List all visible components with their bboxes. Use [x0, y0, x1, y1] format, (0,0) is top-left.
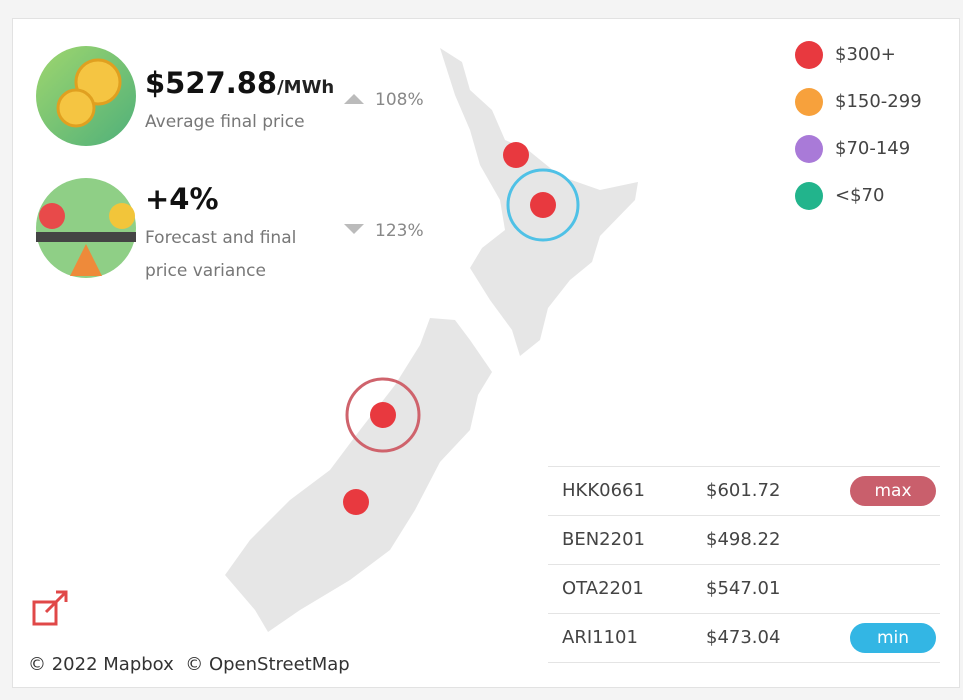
legend-label: $150-299 — [835, 91, 922, 112]
legend-dot — [795, 182, 823, 210]
legend-item: $150-299 — [795, 87, 922, 117]
scale-icon — [109, 203, 135, 229]
marker-ring — [345, 377, 421, 453]
attribution-mapbox[interactable]: © 2022 Mapbox — [28, 654, 174, 675]
legend-label: <$70 — [835, 185, 885, 206]
kpi-change: 108% — [375, 90, 424, 110]
node-name: HKK0661 — [562, 480, 645, 501]
node-name: BEN2201 — [562, 529, 645, 550]
node-price: $601.72 — [706, 480, 781, 501]
kpi-unit: /MWh — [277, 77, 335, 98]
kpi-value: $527.88/MWh — [145, 66, 334, 100]
down-arrow — [344, 224, 364, 234]
external-link-icon[interactable] — [32, 590, 68, 626]
legend-dot — [795, 41, 823, 69]
legend-label: $300+ — [835, 44, 896, 65]
scale-icon — [70, 244, 102, 276]
scale-icon — [36, 232, 136, 242]
node-name: ARI1101 — [562, 627, 638, 648]
badge: max — [850, 476, 936, 506]
attribution: © 2022 Mapbox © OpenStreetMap — [24, 652, 354, 677]
kpi-label: price variance — [145, 261, 266, 281]
legend-item: $70-149 — [795, 134, 910, 164]
kpi-value: +4% — [145, 182, 219, 216]
marker[interactable] — [370, 402, 396, 428]
marker-ring — [506, 168, 580, 242]
legend-item: $300+ — [795, 40, 896, 70]
node-price: $498.22 — [706, 529, 781, 550]
node-price: $547.01 — [706, 578, 781, 599]
legend-dot — [795, 135, 823, 163]
up-arrow — [344, 94, 364, 104]
attribution-osm[interactable]: © OpenStreetMap — [185, 654, 350, 675]
node-price: $473.04 — [706, 627, 781, 648]
marker[interactable] — [503, 142, 529, 168]
table-row[interactable]: ARI1101 $473.04 min — [548, 614, 940, 663]
legend-item: <$70 — [795, 181, 884, 211]
table-row[interactable]: BEN2201 $498.22 — [548, 516, 940, 565]
table-row[interactable]: OTA2201 $547.01 — [548, 565, 940, 614]
table-row[interactable]: HKK0661 $601.72 max — [548, 467, 940, 516]
scale-icon — [39, 203, 65, 229]
kpi-label: Average final price — [145, 112, 305, 132]
south-island — [225, 318, 492, 632]
kpi-value-text: $527.88 — [145, 66, 278, 100]
node-name: OTA2201 — [562, 578, 644, 599]
node-table: HKK0661 $601.72 max BEN2201 $498.22 OTA2201 $5… — [548, 466, 940, 663]
marker[interactable] — [343, 489, 369, 515]
marker[interactable] — [530, 192, 556, 218]
badge: min — [850, 623, 936, 653]
legend-label: $70-149 — [835, 138, 911, 159]
kpi-label: Forecast and final — [145, 228, 297, 248]
coin-icon — [56, 88, 96, 128]
legend-dot — [795, 88, 823, 116]
kpi-change: 123% — [375, 221, 424, 241]
kpi-icon — [36, 178, 136, 278]
